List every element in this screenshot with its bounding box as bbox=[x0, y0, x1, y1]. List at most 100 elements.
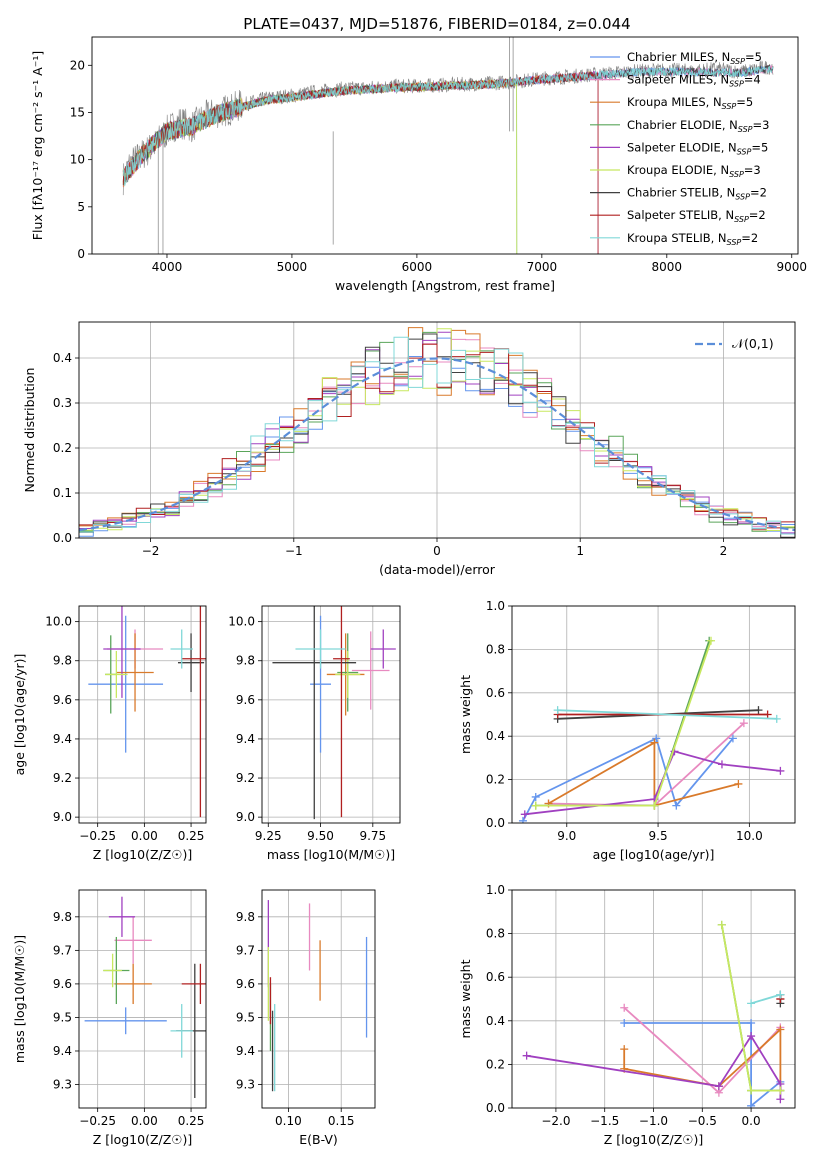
plot-area-age_vs_Z bbox=[88, 606, 206, 818]
errorbar-point bbox=[170, 629, 193, 669]
weight-marker bbox=[717, 760, 726, 769]
y-tick-label: 9.0 bbox=[236, 810, 255, 824]
weight-series bbox=[747, 990, 785, 1008]
errorbar-point bbox=[370, 629, 396, 669]
legend-label: Kroupa STELIB, NSSP=2 bbox=[627, 231, 758, 247]
plot-area-weight_vs_age bbox=[518, 636, 785, 823]
weight-series bbox=[717, 920, 785, 1095]
x-tick-label: 0.25 bbox=[178, 1114, 205, 1128]
weight-marker bbox=[739, 719, 748, 728]
x-tick-label: −1.0 bbox=[639, 1114, 668, 1128]
errorbar-point bbox=[181, 606, 206, 818]
x-tick-label: −1 bbox=[285, 544, 303, 558]
x-tick-label: 0.00 bbox=[131, 829, 158, 843]
weight-line bbox=[535, 640, 712, 807]
x-tick-label: 9.75 bbox=[359, 829, 386, 843]
weight-marker bbox=[522, 1051, 531, 1060]
legend-label: Salpeter MILES, NSSP=4 bbox=[627, 73, 761, 89]
axes-frame bbox=[78, 889, 207, 1109]
y-tick-label: 9.8 bbox=[236, 910, 255, 924]
x-tick-label: 8000 bbox=[652, 260, 683, 274]
weight-marker bbox=[650, 738, 659, 747]
weight-marker bbox=[518, 816, 527, 823]
x-tick-label: −2.0 bbox=[541, 1114, 570, 1128]
model-spectrum-line bbox=[122, 70, 599, 254]
weight-marker bbox=[620, 1018, 629, 1027]
x-tick-label: 9.5 bbox=[649, 829, 668, 843]
x-tick-label: −2 bbox=[142, 544, 160, 558]
axes-frame bbox=[78, 605, 207, 824]
chart-age_vs_mass: 9.25 9.50 9.75 9.0 9.2 9.4 9.6 9.8 10.0 mass [log… bbox=[228, 605, 401, 862]
y-tick-label: 5 bbox=[77, 200, 85, 214]
weight-line bbox=[557, 709, 777, 720]
chart-weight_vs_Z: −2.0 −1.5 −1.0 −0.5 0.0 0.0 0.2 0.4 0.6 0.8 1.0 Z [… bbox=[458, 883, 796, 1147]
model-spectrum-line bbox=[122, 77, 518, 254]
x-tick-label: 1 bbox=[576, 544, 584, 558]
legend-label: Kroupa MILES, NSSP=5 bbox=[627, 95, 753, 111]
x-axis-label: (data-model)/error bbox=[379, 562, 496, 577]
errorbar-point bbox=[114, 916, 152, 964]
y-tick-label: 9.3 bbox=[53, 1078, 72, 1092]
weight-marker bbox=[531, 801, 540, 810]
weight-marker bbox=[776, 1086, 785, 1095]
y-tick-label: 0.8 bbox=[486, 927, 505, 941]
y-tick-label: 9.5 bbox=[236, 1010, 255, 1024]
chart-age_vs_Z: −0.25 0.00 0.25 9.0 9.2 9.4 9.6 9.8 10.0 Z [log10… bbox=[12, 605, 207, 862]
x-tick-label: 9.50 bbox=[307, 829, 334, 843]
y-tick-label: 1.0 bbox=[486, 599, 505, 613]
x-axis-label: Z [log10(Z/Z☉)] bbox=[93, 1132, 193, 1147]
weight-marker bbox=[531, 792, 540, 801]
weight-marker bbox=[620, 1045, 629, 1054]
weight-series bbox=[544, 738, 743, 810]
chart-residuals: −2 −1 0 1 2 0.0 0.1 0.2 0.3 0.4 (data-model)/error… bbox=[22, 321, 796, 577]
x-tick-label: 5000 bbox=[277, 260, 308, 274]
x-tick-label: 0.15 bbox=[328, 1114, 355, 1128]
x-tick-label: 0.0 bbox=[742, 1114, 761, 1128]
y-tick-label: 15 bbox=[70, 105, 85, 119]
axes-frame bbox=[511, 889, 796, 1109]
chart-spectrum: 4000 5000 6000 7000 8000 9000 0 5 10 15 20 waveleng… bbox=[30, 36, 807, 293]
y-axis-label: mass weight bbox=[458, 959, 473, 1038]
spectrum-legend: Chabrier MILES, NSSP=5 Salpeter MILES, NS… bbox=[590, 50, 769, 247]
y-tick-label: 10.0 bbox=[45, 615, 72, 629]
axes-frame bbox=[261, 605, 401, 824]
x-axis-label: mass [log10(M/M☉)] bbox=[267, 847, 395, 862]
y-tick-label: 0.4 bbox=[486, 1014, 505, 1028]
weight-marker bbox=[747, 1032, 756, 1041]
x-tick-label: 0 bbox=[433, 544, 441, 558]
axes-frame bbox=[261, 889, 376, 1109]
x-tick-label: 0.10 bbox=[275, 1114, 302, 1128]
y-tick-label: 0.2 bbox=[53, 441, 72, 455]
errorbar-point bbox=[333, 606, 350, 818]
weight-marker bbox=[620, 1003, 629, 1012]
y-tick-label: 9.7 bbox=[53, 943, 72, 957]
errorbar-point bbox=[114, 963, 152, 1005]
y-tick-label: 9.4 bbox=[53, 732, 72, 746]
axes-frame bbox=[78, 321, 796, 539]
y-tick-label: 0.6 bbox=[486, 970, 505, 984]
y-axis-label: mass [log10(M/M☉)] bbox=[12, 935, 27, 1063]
weight-series bbox=[531, 636, 716, 810]
x-tick-label: 2 bbox=[720, 544, 728, 558]
y-tick-label: 0.0 bbox=[486, 1101, 505, 1115]
errorbar-point bbox=[170, 1004, 193, 1058]
weight-marker bbox=[714, 1082, 723, 1091]
axes-frame bbox=[511, 605, 796, 824]
chart-weight_vs_age: 9.0 9.5 10.0 0.0 0.2 0.4 0.6 0.8 1.0 age [log10(a… bbox=[458, 599, 796, 862]
y-tick-label: 9.4 bbox=[236, 1044, 255, 1058]
errorbar-point bbox=[108, 896, 136, 937]
y-tick-label: 0.0 bbox=[486, 816, 505, 830]
legend-label: Kroupa ELODIE, NSSP=3 bbox=[627, 163, 761, 179]
y-tick-label: 0 bbox=[77, 247, 85, 261]
weight-marker bbox=[776, 1095, 785, 1104]
y-tick-label: 9.8 bbox=[236, 654, 255, 668]
y-tick-label: 0.1 bbox=[53, 486, 72, 500]
y-tick-label: 9.6 bbox=[53, 977, 72, 991]
x-axis-label: Z [log10(Z/Z☉)] bbox=[604, 1132, 704, 1147]
weight-series bbox=[544, 719, 748, 810]
errorbar-point bbox=[335, 650, 361, 698]
plot-area-mass_vs_ebv bbox=[267, 900, 368, 1092]
weight-marker bbox=[772, 714, 781, 723]
legend-label: Chabrier MILES, NSSP=5 bbox=[627, 50, 762, 66]
